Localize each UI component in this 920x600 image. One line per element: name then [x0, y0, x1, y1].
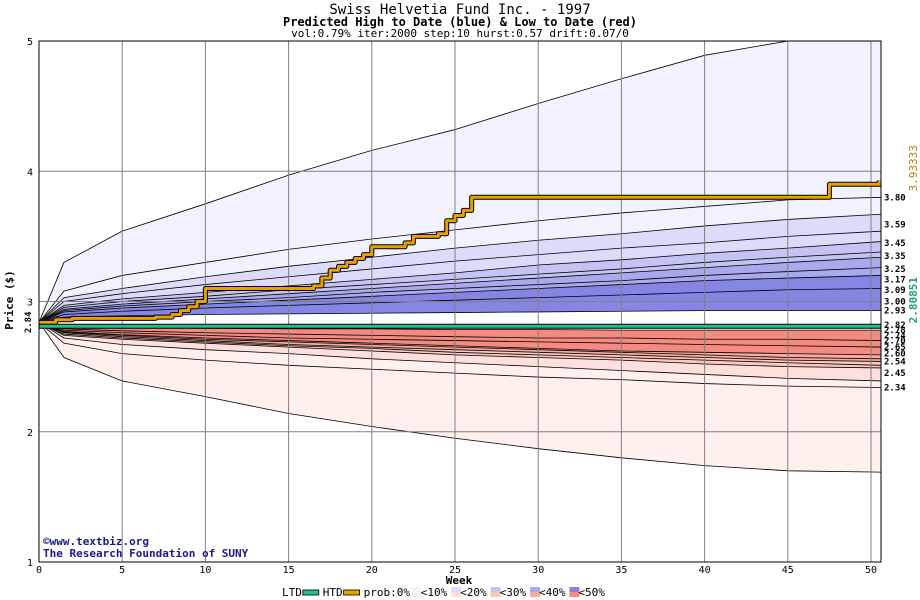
y-axis-label: Price ($) [3, 270, 16, 330]
x-tick-label: 20 [366, 565, 378, 576]
legend-swatch-low [411, 592, 422, 597]
chart-title: Swiss Helvetia Fund Inc. - 1997 [329, 2, 590, 18]
low-boundary-line-9 [39, 321, 881, 348]
low-boundary-line-8 [39, 321, 881, 356]
x-tick-label: 35 [615, 565, 627, 576]
legend-label-ltd: LTD [282, 586, 302, 599]
legend-swatch-high [490, 587, 501, 592]
legend-label-prob: prob:0% [364, 586, 411, 599]
legend-label-htd: HTD [323, 586, 343, 599]
x-tick-label: 15 [283, 565, 295, 576]
grid-lines [39, 41, 881, 562]
high-boundary-line-3 [39, 213, 881, 323]
right-value-label: 3.17 [884, 275, 906, 285]
x-tick-label: 50 [865, 565, 877, 576]
credit-org: The Research Foundation of SUNY [43, 547, 249, 560]
low-boundary-line-4 [39, 321, 881, 369]
plot-frame [38, 40, 882, 563]
right-value-label: 2.60 [884, 350, 906, 360]
right-value-label: 2.70 [884, 337, 906, 347]
right-value-label: 2.78 [884, 326, 906, 336]
x-axis-ticks: 0 5 10 15 20 25 30 35 40 45 50 [36, 565, 877, 576]
right-value-label: 3.25 [884, 265, 906, 275]
right-value-label: 3.80 [884, 193, 906, 203]
low-boundary-line-5 [39, 321, 881, 366]
legend-swatch-high [530, 587, 540, 592]
legend-label-band: <10% [421, 586, 448, 599]
plot-area [38, 40, 882, 563]
ltd-final-label: 2.80851 [907, 277, 920, 324]
chart-subtitle: Predicted High to Date (blue) & Low to D… [283, 15, 637, 29]
credit-url: ©www.textbiz.org [43, 535, 149, 548]
right-value-label: 3.00 [884, 298, 906, 308]
legend-swatch-high [451, 587, 462, 592]
legend-line-htd [343, 589, 361, 596]
legend-swatch-high [569, 587, 580, 592]
right-value-label: 3.45 [884, 239, 906, 249]
right-value-label: 2.74 [884, 331, 906, 341]
legend-label-band: <50% [578, 586, 605, 599]
x-tick-label: 25 [449, 565, 461, 576]
x-tick-label: 0 [36, 565, 42, 576]
legend-line-ltd [302, 589, 320, 596]
right-value-labels: 3.80 3.59 3.45 3.35 3.253.173.09 3.002.93 2.82… [884, 193, 906, 393]
high-boundary-line-1 [39, 41, 881, 323]
x-tick-label: 30 [532, 565, 544, 576]
x-axis-label: Week [446, 574, 473, 587]
x-tick-label: 45 [782, 565, 794, 576]
high-boundary-line-9 [39, 275, 881, 323]
low-boundary-line-6 [39, 321, 881, 362]
right-value-label: 2.45 [884, 369, 906, 379]
legend-swatch-low [490, 592, 501, 597]
right-value-label: 2.54 [884, 357, 906, 367]
y-axis-ticks: 1 2 3 4 5 [27, 37, 33, 569]
low-boundary-line-10 [39, 321, 881, 341]
right-value-label: 3.35 [884, 252, 906, 262]
htd-final-label: 3.93333 [907, 145, 920, 191]
low-boundary-line-1 [39, 322, 881, 473]
x-tick-label: 40 [699, 565, 711, 576]
low-boundary-line-3 [39, 322, 881, 382]
y-tick-label: 5 [27, 37, 33, 48]
right-value-label: 2.93 [884, 307, 906, 317]
right-value-label: 2.65 [884, 343, 906, 353]
legend-swatch-low [569, 592, 580, 597]
x-tick-label: 5 [119, 565, 125, 576]
y-tick-label: 4 [27, 167, 33, 178]
series-lines [39, 180, 881, 329]
high-boundary-line-8 [39, 267, 881, 323]
chart-params: vol:0.79% iter:2000 step:10 hurst:0.57 d… [291, 27, 629, 40]
legend-label-band: <30% [500, 586, 527, 599]
legend-label-band: <20% [460, 586, 487, 599]
legend-swatch-high [411, 587, 422, 592]
y-tick-label: 2 [27, 428, 33, 439]
right-value-label: 2.34 [884, 383, 906, 393]
right-value-label: 2.82 [884, 321, 906, 331]
x-tick-label: 10 [199, 565, 211, 576]
legend-swatch-low [530, 592, 540, 597]
right-value-label: 3.59 [884, 221, 906, 231]
start-price-label: 2.84 [24, 311, 34, 333]
y-tick-label: 1 [27, 558, 33, 569]
right-value-label: 3.09 [884, 286, 906, 296]
high-boundary-line-4 [39, 230, 881, 323]
high-boundary-line-6 [39, 251, 881, 323]
low-boundary-line-2 [39, 322, 881, 388]
high-boundary-line-7 [39, 256, 881, 323]
legend-label-band: <40% [539, 586, 566, 599]
legend-swatch-low [451, 592, 462, 597]
low-boundary-line-7 [39, 321, 881, 360]
high-boundary-line-5 [39, 241, 881, 323]
legend: LTD HTD prob:0% <10% <20% <30% <40% <50% [282, 586, 605, 599]
htd-line [39, 180, 881, 324]
y-tick-label: 3 [27, 298, 33, 309]
